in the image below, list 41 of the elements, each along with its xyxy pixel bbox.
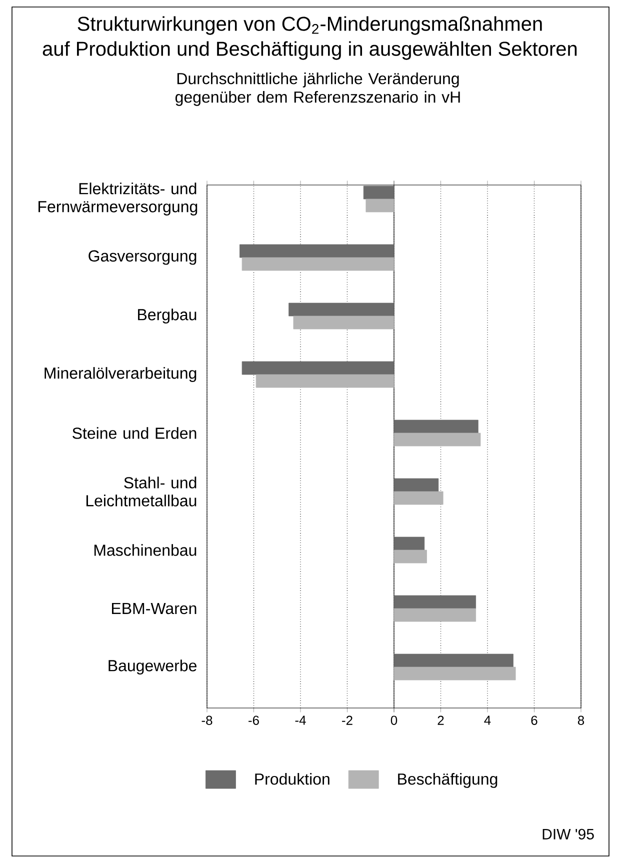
x-tick-label: 6 — [531, 716, 538, 725]
bar — [363, 186, 394, 200]
y-tick-label: Steine und Erden — [72, 427, 196, 439]
bar — [394, 420, 478, 434]
y-tick-label: Gasversorgung — [88, 250, 196, 265]
bar — [366, 198, 394, 212]
legend-label: Produktion — [255, 772, 330, 785]
bar — [242, 361, 394, 375]
bar — [394, 536, 425, 550]
y-tick-label: Mineralölverarbeitung — [44, 367, 196, 382]
x-tick-label: 2 — [438, 716, 444, 725]
bar — [288, 302, 394, 316]
x-tick-label: 8 — [578, 716, 584, 725]
bar — [293, 316, 394, 330]
y-tick-label: Stahl- und Leichtmetallbau — [86, 476, 196, 506]
text: DIW '95 — [542, 828, 594, 840]
y-tick-label: Baugewerbe — [108, 660, 196, 675]
bar — [394, 654, 514, 668]
bar — [240, 244, 394, 258]
y-tick-label: Elektrizitäts- und Fernwärmeversorgung — [38, 182, 198, 216]
bar — [394, 478, 439, 492]
bar — [242, 257, 394, 271]
x-tick-label: -6 — [248, 716, 259, 725]
bar — [394, 666, 516, 680]
legend-label: Beschäftigung — [398, 772, 498, 788]
x-tick-label: -8 — [202, 716, 212, 725]
y-tick-label: Bergbau — [138, 308, 196, 324]
x-tick-label: -4 — [295, 716, 306, 725]
bar — [394, 491, 444, 505]
y-tick-label: Maschinenbau — [94, 544, 196, 556]
x-tick-label: 0 — [390, 716, 398, 725]
chart-title: Strukturwirkungen von CO$_{2}$-Minderungsmaßnahmen auf Produktion und Beschäftigung in ausgewählten Sektoren — [42, 16, 577, 60]
bar — [256, 374, 394, 388]
bar — [394, 595, 476, 609]
bar — [394, 550, 427, 564]
y-tick-label: EBM-Waren — [112, 602, 196, 614]
x-tick-label: -2 — [342, 716, 352, 725]
x-tick-label: 4 — [484, 716, 491, 725]
bar — [394, 608, 476, 622]
bar — [394, 432, 481, 446]
chart-subtitle: Durchschnittliche jährliche Veränderung gegenüber dem Referenzszenario in vH — [175, 72, 460, 106]
